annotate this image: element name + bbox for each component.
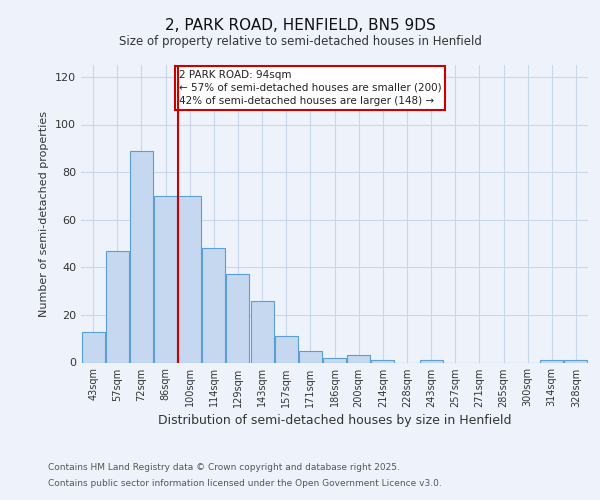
X-axis label: Distribution of semi-detached houses by size in Henfield: Distribution of semi-detached houses by … <box>158 414 511 427</box>
Bar <box>106 250 128 362</box>
Y-axis label: Number of semi-detached properties: Number of semi-detached properties <box>40 111 49 317</box>
Bar <box>154 196 177 362</box>
Text: Contains HM Land Registry data © Crown copyright and database right 2025.: Contains HM Land Registry data © Crown c… <box>48 464 400 472</box>
Bar <box>371 360 394 362</box>
Bar <box>323 358 346 362</box>
Bar <box>251 300 274 362</box>
Text: Size of property relative to semi-detached houses in Henfield: Size of property relative to semi-detach… <box>119 35 481 48</box>
Bar <box>419 360 443 362</box>
Text: 2, PARK ROAD, HENFIELD, BN5 9DS: 2, PARK ROAD, HENFIELD, BN5 9DS <box>164 18 436 32</box>
Bar <box>202 248 225 362</box>
Bar <box>275 336 298 362</box>
Text: 2 PARK ROAD: 94sqm
← 57% of semi-detached houses are smaller (200)
42% of semi-d: 2 PARK ROAD: 94sqm ← 57% of semi-detache… <box>179 70 442 106</box>
Bar <box>347 356 370 362</box>
Bar <box>82 332 104 362</box>
Bar <box>565 360 587 362</box>
Bar <box>299 350 322 362</box>
Bar <box>541 360 563 362</box>
Text: Contains public sector information licensed under the Open Government Licence v3: Contains public sector information licen… <box>48 478 442 488</box>
Bar <box>130 150 153 362</box>
Bar <box>226 274 250 362</box>
Bar <box>178 196 201 362</box>
